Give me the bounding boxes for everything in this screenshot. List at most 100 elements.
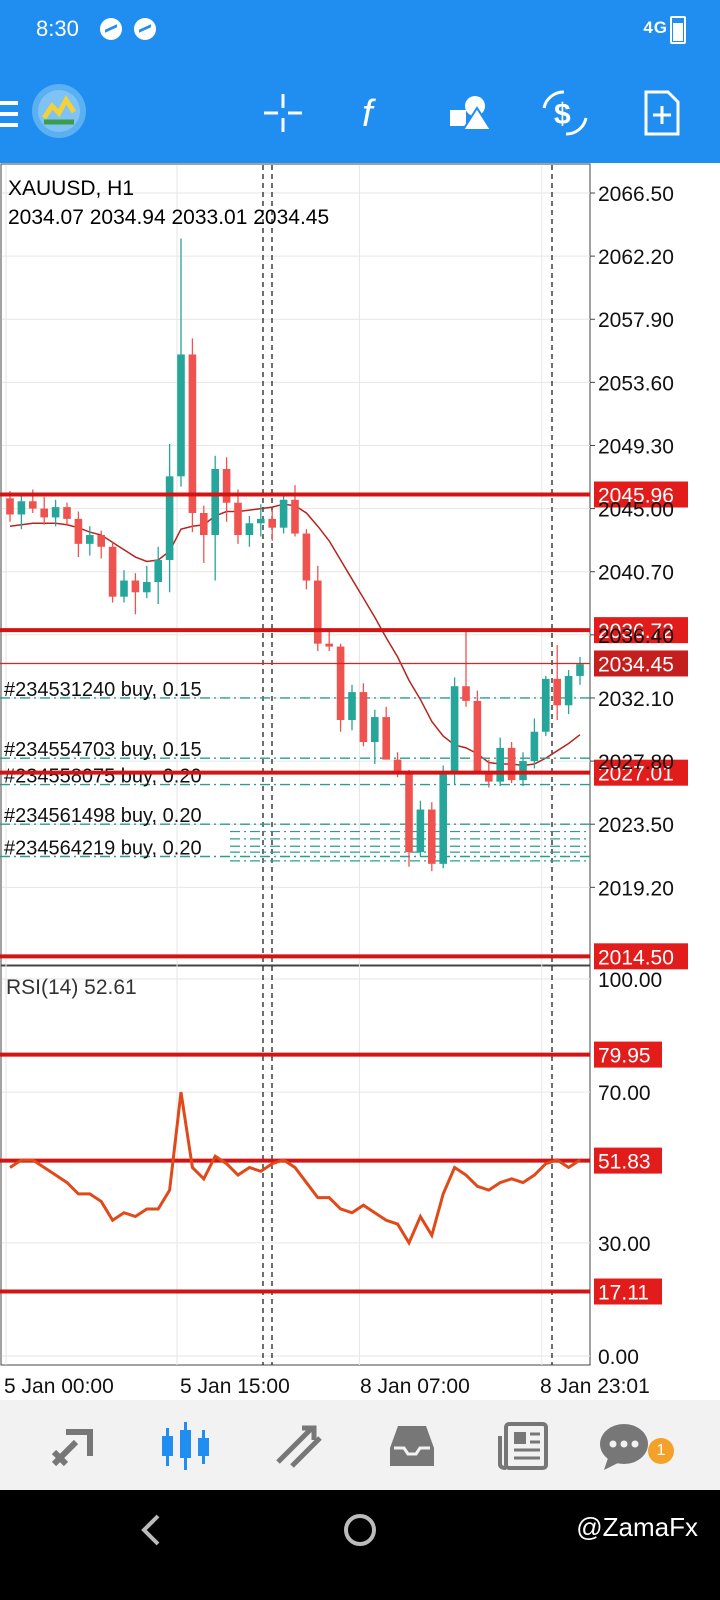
candle-body [359,692,368,743]
home-icon[interactable] [340,1510,380,1550]
indicators-icon[interactable]: f [350,88,400,138]
rsi-level-tag [594,1041,662,1068]
candle-body [165,476,174,560]
status-bar: 8:30 4G [0,0,720,60]
candles [6,238,584,872]
current-price-tag [594,650,688,677]
price-tick-label: 2040.70 [598,562,674,585]
svg-text:$: $ [554,98,571,131]
crosshair-icon[interactable] [258,88,308,138]
price-tick-label: 2032.10 [598,688,674,711]
price-chart[interactable]: #234531240 buy, 0.15 #234554703 buy, 0.15… [0,163,720,1400]
main-pane-border [0,163,591,966]
notification-badge: 1 [648,1438,674,1464]
order-lines: #234531240 buy, 0.15 #234554703 buy, 0.15… [0,679,590,862]
time-label: 5 Jan 15:00 [180,1375,290,1398]
level-tag [594,617,688,644]
candle-body [291,499,299,534]
level-label: 2027.01 [598,763,674,786]
rsi-tick-label: 30.00 [598,1233,651,1256]
rsi-tick-label: 70.00 [598,1082,651,1105]
candle-body [245,523,254,536]
candle-body [63,507,71,519]
candle-body [29,501,37,509]
candle-body [416,809,425,853]
candle-body [200,513,208,536]
symbol-timeframe: XAUUSD, H1 [8,177,134,200]
candle-body [473,700,482,775]
candle-body [496,747,504,782]
objects-icon[interactable] [445,88,495,138]
chart-icon[interactable] [158,1418,214,1474]
candle-body [348,692,356,720]
candle-body [302,533,311,581]
order-label: #234531240 buy, 0.15 [4,679,202,701]
rsi-tick-label: 100.00 [598,969,662,992]
svg-text:f: f [362,93,376,135]
app-logo[interactable] [30,82,88,140]
toolbar: f $ [0,60,720,163]
price-levels[interactable]: 2045.96 2036.72 2027.01 2014.50 2034.45 [0,481,688,970]
candle-body [314,580,322,644]
candle-body [450,686,459,773]
candle-body [530,731,539,762]
candle-body [86,535,94,544]
back-icon[interactable] [136,1512,166,1548]
rsi-tick-label: 0.00 [598,1346,639,1369]
candle-body [108,546,117,597]
candle-body [336,646,345,720]
new-chart-icon[interactable] [636,88,686,138]
news-icon[interactable] [496,1418,552,1474]
candle-body [268,518,276,528]
time-axis: 5 Jan 00:00 5 Jan 15:00 8 Jan 07:00 8 Jan 2… [4,1375,650,1398]
candle-body [143,582,151,593]
level-tag [594,943,688,970]
history-icon[interactable] [384,1418,440,1474]
price-tick-label: 2023.50 [598,814,674,837]
rsi-panel: 79.95 51.83 17.11 100.00 70.00 30.00 0.00 [0,969,662,1369]
level-tag [594,481,688,508]
order-label: #234554703 buy, 0.15 [4,739,202,761]
chat-icon[interactable] [596,1418,652,1474]
order-label: #234561498 buy, 0.20 [4,805,202,827]
candle-body [120,580,128,597]
candle-body [405,772,413,853]
candle-body [51,507,60,518]
clock: 8:30 [36,16,79,41]
price-tick-label: 2027.80 [598,751,674,774]
price-tick-label: 2062.20 [598,246,674,269]
trade-icon[interactable]: $ [540,88,590,138]
candle-body [257,518,265,524]
order-label: #234558075 buy, 0.20 [4,766,202,788]
price-tick-label: 2019.20 [598,877,674,900]
watermark: @ZamaFx [576,1512,698,1542]
price-tick-label: 2053.60 [598,372,674,395]
candle-body [462,686,470,701]
menu-icon[interactable] [0,98,22,130]
candle-body [507,747,516,781]
candle-body [211,468,219,536]
trade-icon[interactable] [272,1418,328,1474]
candle-body [188,354,197,514]
chart-area[interactable]: #234531240 buy, 0.15 #234554703 buy, 0.15… [0,163,720,1400]
candle-body [428,809,436,864]
candle-body [382,717,390,760]
messenger-icon [100,18,122,40]
ohlc-values: 2034.07 2034.94 2033.01 2034.45 [8,206,329,229]
system-nav-bar: @ZamaFx [0,1490,720,1600]
rsi-level-tag [594,1147,662,1174]
price-tick-label: 2036.40 [598,625,674,648]
time-label: 8 Jan 23:01 [540,1375,650,1398]
candle-body [564,675,573,706]
candle-body [325,643,333,647]
candle-body [97,535,105,547]
candle-body [576,664,584,676]
candle-body [485,774,493,782]
price-tick-label: 2049.30 [598,435,674,458]
candle-body [519,761,527,781]
price-tick-label: 2066.50 [598,183,674,206]
candle-body [234,502,242,536]
quotes-icon[interactable] [46,1418,102,1474]
candle-body [542,678,550,732]
rsi-level-tag [594,1278,662,1305]
